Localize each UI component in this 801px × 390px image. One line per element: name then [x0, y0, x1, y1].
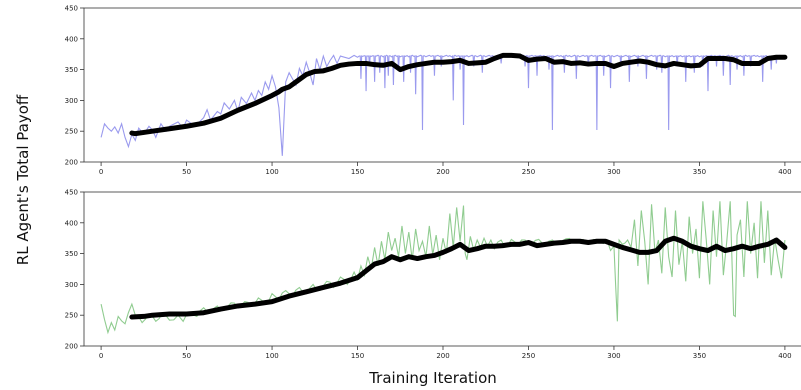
plot-frame — [83, 191, 801, 347]
y-tick-label: 350 — [65, 250, 78, 258]
x-tick-label: 300 — [607, 168, 620, 176]
y-tick-label: 400 — [65, 35, 78, 43]
y-tick-label: 250 — [65, 312, 78, 320]
x-tick-label: 200 — [436, 352, 449, 360]
y-tick-label: 300 — [65, 97, 78, 105]
x-tick-label: 400 — [778, 168, 791, 176]
bottom-chart-panel: 200 250 300 350 400 450 0 50 100 150 200 250 300 350 4… — [65, 189, 801, 360]
x-tick-label: 350 — [693, 168, 706, 176]
raw-payoff-line — [100, 54, 786, 156]
x-tick-label: 300 — [607, 352, 620, 360]
x-tick-label: 150 — [351, 352, 364, 360]
x-tick-label: 250 — [522, 352, 535, 360]
x-tick-label: 0 — [99, 168, 103, 176]
top-chart-panel: 200 250 300 350 400 450 0 50 100 150 200 250 300 350 4… — [65, 5, 801, 176]
y-tick-label: 450 — [65, 189, 78, 197]
y-tick-label: 350 — [65, 66, 78, 74]
y-tick-label: 450 — [65, 5, 78, 13]
y-tick-label: 200 — [65, 159, 78, 167]
x-tick-label: 250 — [522, 168, 535, 176]
x-tick-label: 150 — [351, 168, 364, 176]
x-tick-label: 200 — [436, 168, 449, 176]
x-tick-label: 350 — [693, 352, 706, 360]
plot-frame — [83, 7, 801, 163]
x-tick-label: 100 — [265, 168, 278, 176]
raw-payoff-line — [100, 201, 786, 335]
y-tick-label: 400 — [65, 219, 78, 227]
smoothed-payoff-line — [129, 52, 788, 137]
x-tick-label: 50 — [182, 352, 191, 360]
x-tick-label: 0 — [99, 352, 103, 360]
y-tick-label: 200 — [65, 343, 78, 351]
x-tick-label: 400 — [778, 352, 791, 360]
x-axis-title: Training Iteration — [368, 369, 497, 387]
y-tick-label: 300 — [65, 281, 78, 289]
smoothed-payoff-line — [129, 235, 788, 320]
y-axis-title: RL Agent's Total Payoff — [14, 94, 32, 265]
y-tick-label: 250 — [65, 128, 78, 136]
x-tick-label: 100 — [265, 352, 278, 360]
x-tick-label: 50 — [182, 168, 191, 176]
